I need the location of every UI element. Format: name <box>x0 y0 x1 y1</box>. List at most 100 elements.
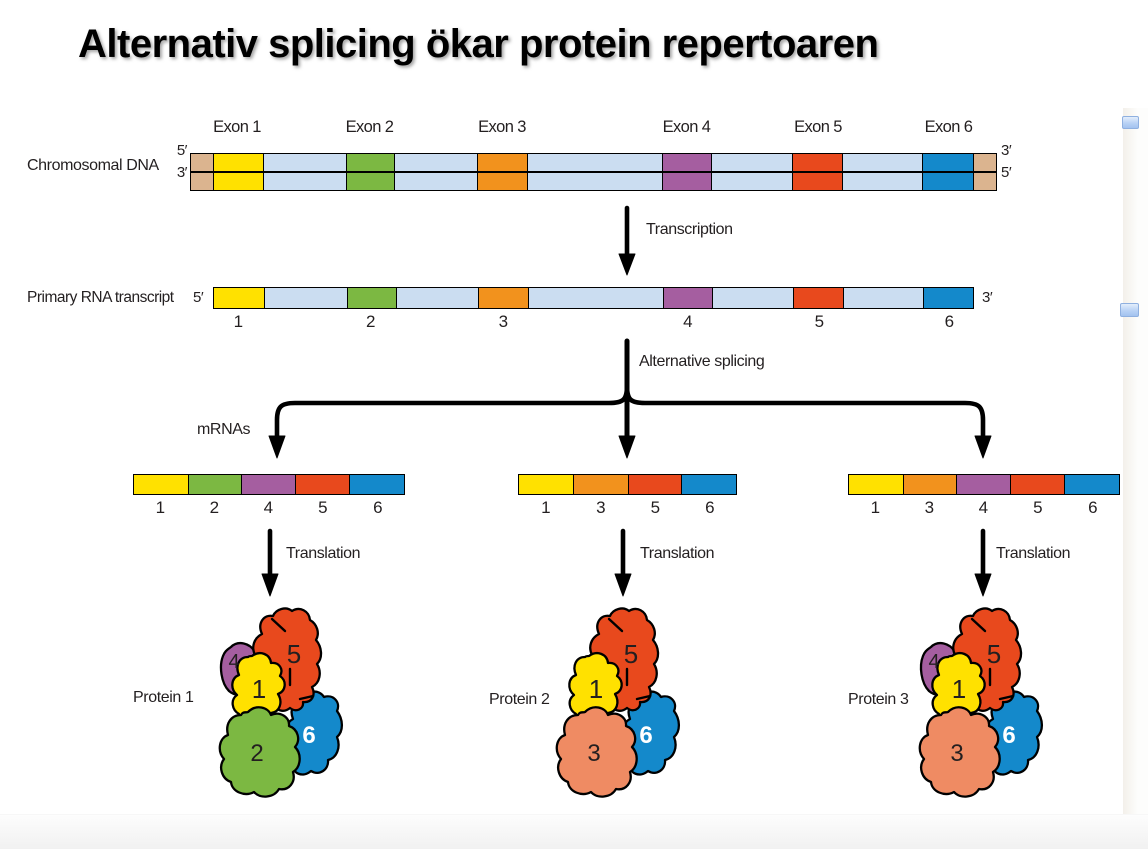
exon-number: 5 <box>650 498 660 517</box>
protein-3-domain-3-blob <box>918 706 1001 798</box>
protein-2-domain-5-number: 5 <box>624 639 638 669</box>
transcription-label: Transcription <box>646 221 733 238</box>
exon-label: Exon 2 <box>345 118 394 136</box>
protein-1-blue-crease <box>298 694 315 701</box>
exon-number: 6 <box>1088 498 1097 517</box>
splicing-left-branch <box>274 383 630 440</box>
exon-number: 4 <box>683 312 692 331</box>
rna-exon-numbers-row: 1 2 3 4 5 6 <box>213 312 974 334</box>
mrnas-label: mRNAs <box>197 421 251 438</box>
protein-2-domain-1-number: 1 <box>589 674 603 704</box>
rna-5prime-label: 5′ <box>193 289 204 306</box>
translation-label-3: Translation <box>996 545 1071 562</box>
translation-label-1: Translation <box>286 545 361 562</box>
protein-1-illustration: 4 5 1 2 6 <box>218 607 344 798</box>
exon-number: 1 <box>155 498 165 517</box>
mrna-1-bar <box>133 474 405 495</box>
bar-segment-blue <box>1064 475 1119 494</box>
exon-number: 3 <box>924 498 934 517</box>
exon-number: 2 <box>209 498 219 517</box>
translation-arrowhead-1 <box>261 573 279 597</box>
scroll-handle-middle[interactable] <box>1120 303 1139 317</box>
protein-1-domain-5-number: 5 <box>287 639 301 669</box>
right-margin-strip <box>1123 108 1148 848</box>
protein-2-domain-3-number: 3 <box>587 740 600 767</box>
protein-3-domain-1-number: 1 <box>952 674 966 704</box>
exon-number: 4 <box>263 498 273 517</box>
translation-label-2: Translation <box>640 545 715 562</box>
bar-segment-intron <box>395 288 479 308</box>
dna-right-3prime-label: 3′ <box>1001 142 1012 159</box>
exon-label: Exon 4 <box>662 118 711 136</box>
mrna-1-numbers-row: 1 2 4 5 6 <box>133 498 405 520</box>
protein-2-illustration: 5 1 3 6 <box>555 607 681 798</box>
exon-number: 6 <box>373 498 382 517</box>
dna-strand-divider <box>191 171 996 173</box>
protein-2-blue-crease <box>635 694 652 701</box>
bar-segment-intron <box>263 288 347 308</box>
bar-segment-blue <box>923 288 973 308</box>
exon-number: 5 <box>318 498 327 517</box>
bar-segment-intron <box>528 288 663 308</box>
translation-arrowhead-2 <box>614 573 632 597</box>
bar-segment-red <box>294 475 350 494</box>
protein-3-domain-5-number: 5 <box>987 639 1001 669</box>
bar-segment-intron <box>843 288 924 308</box>
protein-3-red-crease-top <box>970 617 987 633</box>
chromosomal-dna-bar <box>190 153 997 191</box>
exon-label: Exon 3 <box>478 118 526 136</box>
bar-segment-orange <box>902 475 957 494</box>
bar-segment-orange <box>478 288 529 308</box>
scroll-handle-top[interactable] <box>1122 116 1139 129</box>
exon-label: Exon 5 <box>794 118 842 136</box>
bar-segment-blue <box>349 475 404 494</box>
bar-segment-purple <box>241 475 295 494</box>
exon-number: 1 <box>541 498 550 517</box>
bar-segment-purple <box>662 288 712 308</box>
bar-segment-orange <box>573 475 628 494</box>
protein-1-domain-2-number: 2 <box>250 740 263 767</box>
bar-segment-yellow <box>214 288 264 308</box>
protein-3-domain-6-number: 6 <box>1002 722 1015 749</box>
exon-number: 1 <box>870 498 880 517</box>
splicing-right-arrowhead <box>974 435 992 459</box>
bar-segment-yellow <box>849 475 903 494</box>
primary-rna-bar <box>213 287 974 309</box>
protein-2-red-crease-top <box>607 617 624 633</box>
mrna-2-bar <box>518 474 737 495</box>
exon-number: 4 <box>978 498 988 517</box>
chromosomal-dna-label: Chromosomal DNA <box>27 157 159 174</box>
bar-segment-red <box>793 288 844 308</box>
dna-right-5prime-label: 5′ <box>1001 164 1012 181</box>
splicing-left-arrowhead <box>268 435 286 459</box>
exon-number: 6 <box>944 312 954 331</box>
exon-label: Exon 1 <box>213 118 261 136</box>
protein-2-domain-6-number: 6 <box>639 722 652 749</box>
protein-3-domain-4-number: 4 <box>928 651 939 673</box>
bar-segment-yellow <box>134 475 188 494</box>
protein-1-red-crease-top <box>270 617 287 633</box>
bar-segment-red <box>1009 475 1065 494</box>
bar-segment-red <box>627 475 682 494</box>
rna-3prime-label: 3′ <box>982 289 993 306</box>
protein-2-domain-3-blob <box>555 706 638 798</box>
exon-labels-row: Exon 1 Exon 2 Exon 3 Exon 4 Exon 5 Exon 6 <box>190 118 997 140</box>
protein-3-blue-crease <box>998 694 1015 701</box>
protein-3-domain-3-number: 3 <box>950 740 963 767</box>
protein-1-domain-1-number: 1 <box>252 674 266 704</box>
bar-segment-intron <box>711 288 794 308</box>
dna-left-3prime-label: 3′ <box>176 164 188 181</box>
transcription-arrowhead <box>618 253 636 276</box>
dna-left-5prime-label: 5′ <box>176 142 188 159</box>
exon-number: 3 <box>596 498 605 517</box>
protein-1-domain-6-number: 6 <box>302 722 315 749</box>
bar-segment-blue <box>681 475 736 494</box>
exon-number: 6 <box>705 498 714 517</box>
exon-number: 5 <box>814 312 824 331</box>
protein-1-domain-4-number: 4 <box>228 651 239 673</box>
bar-segment-green <box>187 475 242 494</box>
bar-segment-green <box>346 288 396 308</box>
protein-1-domain-2-blob <box>218 706 301 798</box>
protein-2-label: Protein 2 <box>489 691 550 708</box>
